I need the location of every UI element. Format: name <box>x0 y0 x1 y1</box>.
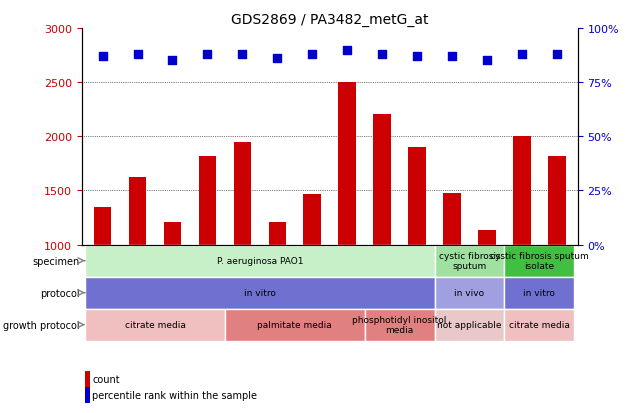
Bar <box>478 230 495 353</box>
Text: not applicable: not applicable <box>437 320 502 329</box>
Text: cystic fibrosis sputum
isolate: cystic fibrosis sputum isolate <box>490 251 588 271</box>
Point <box>412 54 422 60</box>
Bar <box>303 194 321 353</box>
Text: citrate media: citrate media <box>509 320 570 329</box>
Bar <box>85 371 90 387</box>
Text: growth protocol: growth protocol <box>3 320 80 330</box>
Point <box>202 52 212 58</box>
Text: protocol: protocol <box>40 288 80 298</box>
Point <box>307 52 317 58</box>
FancyBboxPatch shape <box>365 309 435 341</box>
Text: in vitro: in vitro <box>523 288 555 297</box>
Bar <box>198 157 216 353</box>
FancyBboxPatch shape <box>85 245 435 277</box>
Point <box>97 54 107 60</box>
FancyBboxPatch shape <box>225 309 365 341</box>
Point <box>133 52 143 58</box>
Text: percentile rank within the sample: percentile rank within the sample <box>92 390 257 400</box>
Bar <box>164 222 181 353</box>
Point <box>447 54 457 60</box>
FancyBboxPatch shape <box>504 309 574 341</box>
FancyBboxPatch shape <box>85 309 225 341</box>
Point <box>482 58 492 64</box>
FancyBboxPatch shape <box>435 245 504 277</box>
Point <box>552 52 562 58</box>
Bar <box>443 193 461 353</box>
Text: phosphotidyl inositol
media: phosphotidyl inositol media <box>352 315 447 335</box>
Bar <box>374 114 391 353</box>
Bar <box>338 83 356 353</box>
Bar <box>94 207 111 353</box>
FancyBboxPatch shape <box>435 277 504 309</box>
Text: cystic fibrosis
sputum: cystic fibrosis sputum <box>438 251 501 271</box>
Text: P. aeruginosa PAO1: P. aeruginosa PAO1 <box>217 256 303 266</box>
Bar <box>129 178 146 353</box>
Text: specimen: specimen <box>33 256 80 266</box>
Text: palmitate media: palmitate media <box>257 320 332 329</box>
Title: GDS2869 / PA3482_metG_at: GDS2869 / PA3482_metG_at <box>231 12 428 26</box>
Point <box>377 52 387 58</box>
Point <box>517 52 527 58</box>
Bar <box>408 148 426 353</box>
Text: in vivo: in vivo <box>455 288 485 297</box>
Bar <box>548 157 566 353</box>
Bar <box>85 387 90 403</box>
Text: count: count <box>92 374 120 384</box>
Point <box>168 58 178 64</box>
FancyBboxPatch shape <box>85 277 435 309</box>
Point <box>237 52 247 58</box>
Bar <box>269 223 286 353</box>
Point <box>342 47 352 54</box>
FancyBboxPatch shape <box>435 309 504 341</box>
Text: in vitro: in vitro <box>244 288 276 297</box>
Point <box>273 56 283 62</box>
Bar <box>513 137 531 353</box>
FancyBboxPatch shape <box>504 277 574 309</box>
FancyBboxPatch shape <box>504 245 574 277</box>
Text: citrate media: citrate media <box>124 320 185 329</box>
Bar <box>234 142 251 353</box>
